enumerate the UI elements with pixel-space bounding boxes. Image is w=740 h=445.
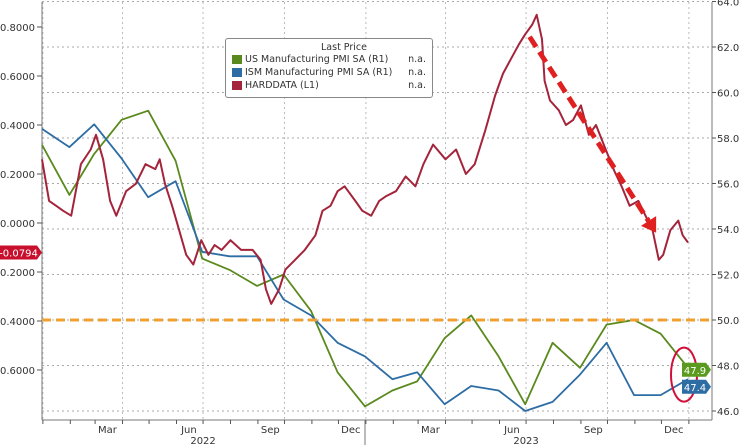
last-value-tag-bg [0,245,42,260]
left-tick-label: 0.4000 [0,121,35,132]
year-label: 2023 [513,436,538,445]
right-tick-label: 64.0 [717,0,739,9]
legend: Last Price US Manufacturing PMI SA (R1) … [225,38,433,98]
left-tick-label: -0.2000 [0,268,35,279]
trend-arrow-shaft [527,35,651,223]
legend-swatch [232,81,242,90]
left-tick-label: -0.6000 [0,366,35,377]
legend-value: n.a. [408,80,426,91]
x-tick-label: Dec [664,425,683,436]
annotations [42,35,712,403]
left-tick-label: 0.8000 [0,23,35,34]
legend-entry-harddata: HARDDATA (L1) n.a. [232,79,426,92]
last-value-tag: 47.4 [682,379,711,394]
left-tick-label: -0.4000 [0,317,35,328]
x-tick-label: Mar [98,425,118,436]
legend-label: HARDDATA (L1) [245,80,319,91]
right-tick-label: 48.0 [717,362,739,373]
left-tick-label: 0.0000 [0,219,35,230]
legend-entry-ism-pmi: ISM Manufacturing PMI SA (R1) n.a. [232,66,426,79]
x-tick-label: Dec [341,425,360,436]
right-tick-label: 50.0 [717,316,739,327]
series-line-ism-manufacturing-pmi-sa [41,123,689,412]
legend-swatch [232,68,242,77]
x-tick-label: Sep [584,425,603,436]
right-tick-label: 62.0 [717,43,739,54]
legend-swatch [232,55,242,64]
legend-entry-us-pmi: US Manufacturing PMI SA (R1) n.a. [232,53,426,66]
last-value-tag-text: 47.4 [684,383,706,394]
x-tick-label: Jun [180,425,197,436]
right-tick-label: 52.0 [717,271,739,282]
last-value-tag: 47.9 [682,362,711,377]
legend-label: US Manufacturing PMI SA (R1) [245,54,389,65]
last-value-tag-bg [682,362,711,377]
right-tick-label: 56.0 [717,180,739,191]
legend-label: ISM Manufacturing PMI SA (R1) [245,67,393,78]
legend-title: Last Price [321,42,367,53]
x-tick-label: Mar [421,425,441,436]
legend-value: n.a. [408,67,426,78]
x-tick-label: Sep [261,425,280,436]
last-value-tag-text: 47.9 [684,366,706,377]
right-tick-label: 60.0 [717,89,739,100]
right-tick-label: 54.0 [717,225,739,236]
last-value-tag: -0.0794 [0,245,42,260]
year-label: 2022 [190,436,215,445]
last-value-labels: -0.0794 47.9 47.4 [0,245,711,394]
legend-value: n.a. [408,54,426,65]
last-value-tag-text: -0.0794 [0,248,38,259]
right-tick-label: 46.0 [717,407,739,418]
left-tick-label: 0.6000 [0,72,35,83]
trend-arrow-head [640,216,657,233]
left-tick-label: 0.2000 [0,170,35,181]
last-value-tag-bg [682,379,711,394]
right-tick-label: 58.0 [717,134,739,145]
x-tick-label: Jun [503,425,520,436]
